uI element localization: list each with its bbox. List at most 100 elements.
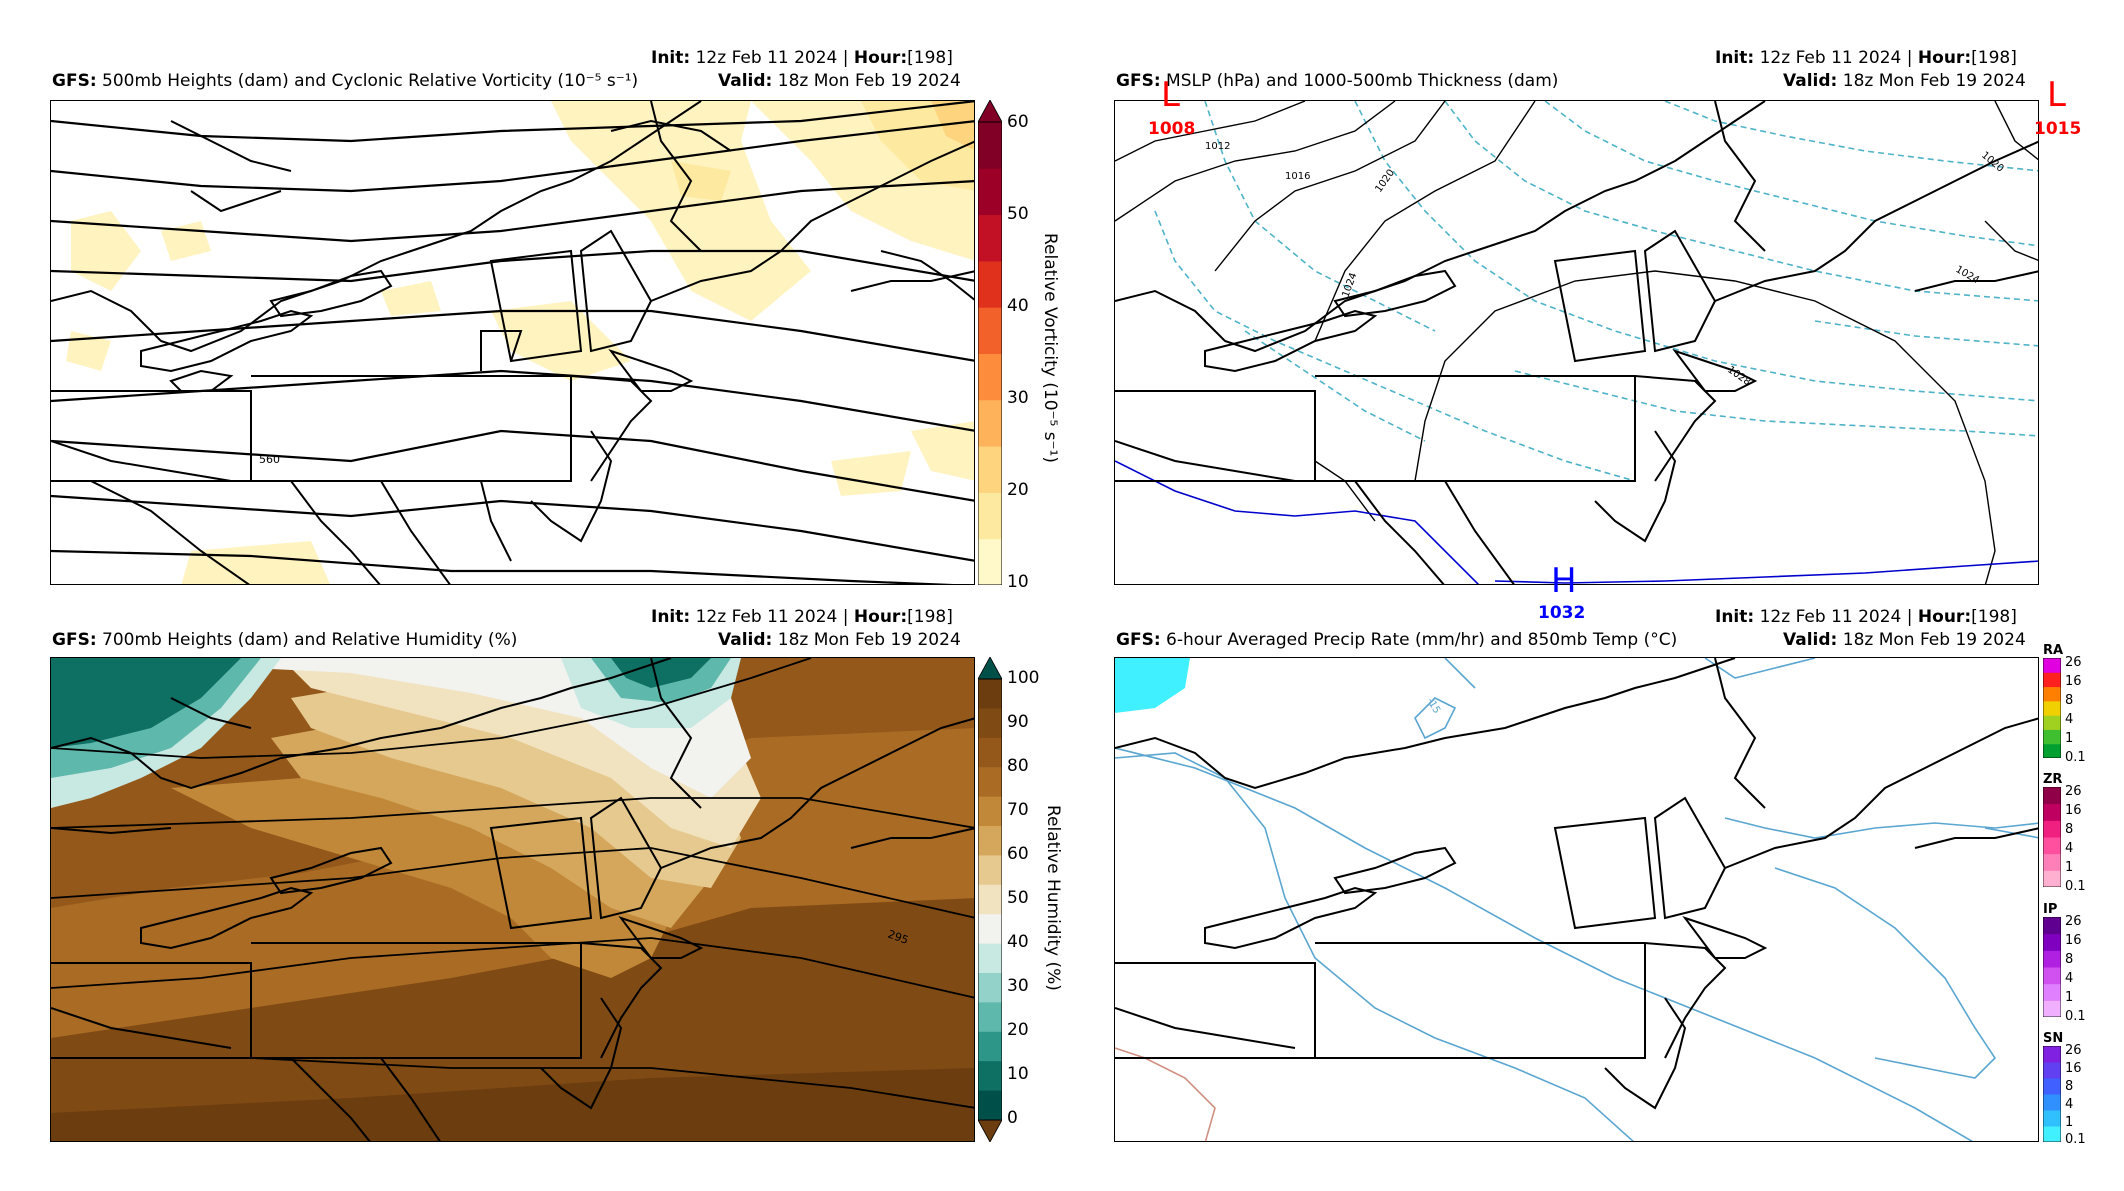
cbar-tick: 8 (2065, 952, 2074, 967)
contour-label: 560 (259, 453, 280, 466)
cbar-tick: 0.1 (2065, 750, 2086, 765)
cbar-tick: 80 (1007, 756, 1029, 776)
colorbar-segment (978, 1090, 1002, 1121)
colorbar-segment (2043, 700, 2061, 716)
colorbar-segment (978, 973, 1002, 1003)
svg-text:1020: 1020 (1979, 150, 2006, 175)
colorbar-segment (2043, 820, 2061, 838)
colorbar-segment (2043, 729, 2061, 745)
colorbar-segment (2043, 743, 2061, 759)
colorbar-segment (978, 796, 1002, 827)
colorbar-segment (978, 1061, 1002, 1092)
colorbar-segment (978, 767, 1002, 798)
init-line: Init: 12z Feb 11 2024 | Hour:[198] (1715, 607, 2017, 627)
zr-colorbar (2042, 786, 2062, 888)
svg-text:1020: 1020 (1373, 168, 1397, 195)
cbar-tick: 26 (2065, 655, 2082, 670)
map-precip: -15 (1114, 657, 2039, 1142)
cbar-tick: 10 (1007, 1064, 1029, 1084)
cbar-tick: 70 (1007, 800, 1029, 820)
humidity-shading (51, 658, 974, 1141)
svg-text:1016: 1016 (1285, 171, 1310, 182)
cbar-tick: 8 (2065, 693, 2074, 708)
cbar-tick: 50 (1007, 204, 1029, 224)
colorbar-segment (978, 214, 1002, 262)
panel-title: GFS: 500mb Heights (dam) and Cyclonic Re… (52, 71, 639, 91)
cbar-tick: 60 (1007, 844, 1029, 864)
panel-title: GFS: 700mb Heights (dam) and Relative Hu… (52, 630, 518, 650)
thickness-contours (1154, 101, 2038, 482)
svg-text:1012: 1012 (1205, 141, 1230, 152)
cbar-tick: 1 (2065, 860, 2074, 875)
cbar-tick: 30 (1007, 976, 1029, 996)
cbar-tick: 0.1 (2065, 1132, 2086, 1147)
colorbar-segment (978, 353, 1002, 401)
cbar-tick: 4 (2065, 971, 2074, 986)
contour-label: -15 (1424, 696, 1442, 716)
low-center-letter: L (1161, 75, 1180, 115)
high-center-letter: H (1551, 561, 1577, 601)
cbar-tick: 0.1 (2065, 1009, 2086, 1024)
colorbar-segment (2043, 1078, 2061, 1095)
cbar-tick: 20 (1007, 1020, 1029, 1040)
colorbar-segment (978, 737, 1002, 768)
colorbar-segment (978, 855, 1002, 886)
cbar-tick: 8 (2065, 822, 2074, 837)
valid-line: Valid: 18z Mon Feb 19 2024 (1783, 71, 2026, 91)
svg-text:1028: 1028 (1725, 364, 1752, 388)
colorbar-segment (2043, 917, 2061, 935)
init-line: Init: 12z Feb 11 2024 | Hour:[198] (1715, 48, 2017, 68)
valid-line: Valid: 18z Mon Feb 19 2024 (718, 71, 961, 91)
cbar-tick: 0.1 (2065, 879, 2086, 894)
colorbar-segment (2043, 853, 2061, 871)
map-700mb: 295 (50, 657, 975, 1142)
vorticity-colorbar (977, 99, 1003, 586)
high-center-value: 1032 (1538, 603, 1586, 623)
colorbar-segment (978, 1031, 1002, 1062)
low-center-letter: L (2047, 75, 2066, 115)
panel-title: GFS: 6-hour Averaged Precip Rate (mm/hr)… (1116, 630, 1678, 650)
snow-precip-area (1115, 658, 1190, 713)
colorbar-segment (2043, 1126, 2061, 1143)
warm-contour (1115, 1047, 1216, 1141)
colorbar-segment (2043, 1046, 2061, 1063)
colorbar-segment (978, 122, 1002, 169)
coastlines (1115, 658, 2038, 1110)
low-center-value: 1008 (1148, 119, 1196, 139)
low-center-value: 1015 (2034, 119, 2082, 139)
colorbar-segment (2043, 967, 2061, 985)
cbar-tick: 60 (1007, 112, 1029, 132)
colorbar-segment (2043, 983, 2061, 1001)
cbar-tick: 16 (2065, 674, 2082, 689)
cbar-tick: 40 (1007, 932, 1029, 952)
colorbar-label: Relative Vorticity (10⁻⁵ s⁻¹) (1040, 233, 1060, 463)
colorbar-segment (978, 168, 1002, 216)
map-mslp: 1012 1016 1020 1024 1028 1020 1024 (1114, 100, 2039, 585)
colorbar-segment (978, 884, 1002, 915)
colorbar-segment (978, 1002, 1002, 1033)
humidity-colorbar (977, 656, 1003, 1143)
valid-line: Valid: 18z Mon Feb 19 2024 (1783, 630, 2026, 650)
height-contours (51, 658, 974, 1109)
colorbar-segment (978, 943, 1002, 974)
cbar-tick: 26 (2065, 784, 2082, 799)
colorbar-segment (978, 914, 1002, 945)
cbar-tick: 10 (1007, 572, 1029, 592)
colorbar-segment (978, 708, 1002, 739)
colorbar-segment (978, 307, 1002, 354)
colorbar-segment (2043, 672, 2061, 688)
coastlines (1115, 101, 2038, 584)
ptype-label-ip: IP (2043, 902, 2058, 917)
colorbar-segment (2043, 787, 2061, 805)
cbar-tick: 16 (2065, 803, 2082, 818)
init-line: Init: 12z Feb 11 2024 | Hour:[198] (651, 607, 953, 627)
high-pressure-isobar (1115, 460, 1480, 584)
ptype-label-ra: RA (2043, 643, 2064, 658)
ptype-label-zr: ZR (2043, 772, 2063, 787)
cbar-tick: 26 (2065, 914, 2082, 929)
cbar-tick: 4 (2065, 712, 2074, 727)
colorbar-segment (978, 826, 1002, 856)
colorbar-segment (2043, 933, 2061, 951)
colorbar-segment (978, 538, 1002, 586)
cbar-tick: 4 (2065, 1097, 2074, 1112)
